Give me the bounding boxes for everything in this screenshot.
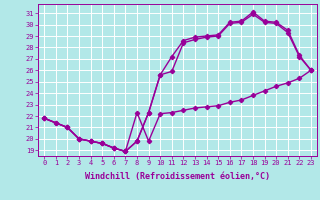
X-axis label: Windchill (Refroidissement éolien,°C): Windchill (Refroidissement éolien,°C)	[85, 172, 270, 181]
